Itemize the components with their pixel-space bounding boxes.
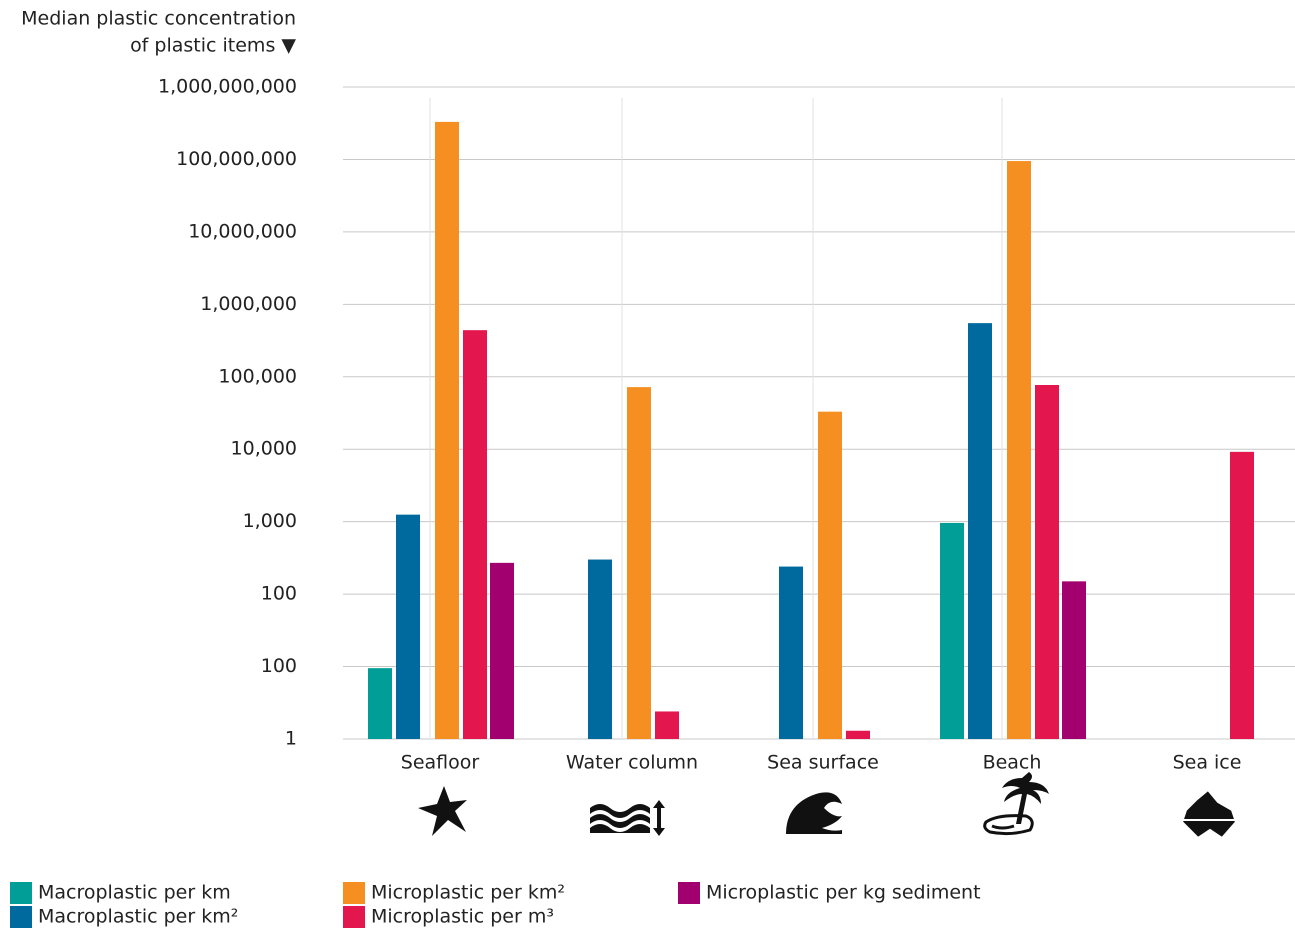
x-tick-label: Sea ice <box>1173 752 1242 774</box>
bar <box>779 566 803 739</box>
y-axis-title: Median plastic concentration <box>21 8 296 30</box>
bar <box>463 330 487 739</box>
y-tick-label: 1,000,000,000 <box>158 76 297 98</box>
legend-label: Microplastic per kg sediment <box>706 882 981 904</box>
y-tick-label: 100,000 <box>218 365 297 387</box>
bar <box>846 730 870 739</box>
bar <box>396 514 420 739</box>
legend-label: Microplastic per m³ <box>371 906 554 928</box>
legend-swatch <box>343 882 365 904</box>
bar <box>435 121 459 740</box>
beach-icon <box>983 772 1049 836</box>
x-tick-label: Water column <box>566 752 698 774</box>
bar <box>368 668 392 739</box>
legend-label: Macroplastic per km² <box>38 906 238 928</box>
bar <box>818 411 842 739</box>
bar <box>1062 581 1086 739</box>
legend-swatch <box>10 882 32 904</box>
x-tick-label: Beach <box>983 752 1042 774</box>
bar <box>655 711 679 739</box>
legend-swatch <box>678 882 700 904</box>
bar <box>1007 161 1031 740</box>
y-tick-label: 1,000 <box>243 510 297 532</box>
y-tick-label: 100 <box>261 655 297 677</box>
bar <box>1035 385 1059 739</box>
icons <box>418 772 1238 840</box>
x-tick-label: Seafloor <box>401 752 480 774</box>
y-axis-title: of plastic items ▼ <box>130 35 296 57</box>
bar <box>968 323 992 739</box>
bar <box>490 562 514 739</box>
legend-label: Microplastic per km² <box>371 882 565 904</box>
starfish-icon <box>418 786 467 836</box>
x-tick-label: Sea surface <box>767 752 879 774</box>
bar <box>940 522 964 739</box>
y-tick-label: 10,000,000 <box>188 220 297 242</box>
legend-swatch <box>343 906 365 928</box>
y-tick-label: 100 <box>261 583 297 605</box>
y-tick-label: 10,000 <box>231 438 297 460</box>
legend-label: Macroplastic per km <box>38 882 231 904</box>
ice-icon <box>1180 788 1238 840</box>
y-tick-label: 100,000,000 <box>176 148 297 170</box>
bar <box>1230 451 1254 739</box>
y-tick-label: 1 <box>285 728 297 750</box>
bar <box>627 387 651 739</box>
bar <box>588 559 612 739</box>
legend-swatch <box>10 906 32 928</box>
wave-icon <box>786 792 842 834</box>
waves-icon <box>590 800 665 836</box>
y-tick-label: 1,000,000 <box>200 293 297 315</box>
